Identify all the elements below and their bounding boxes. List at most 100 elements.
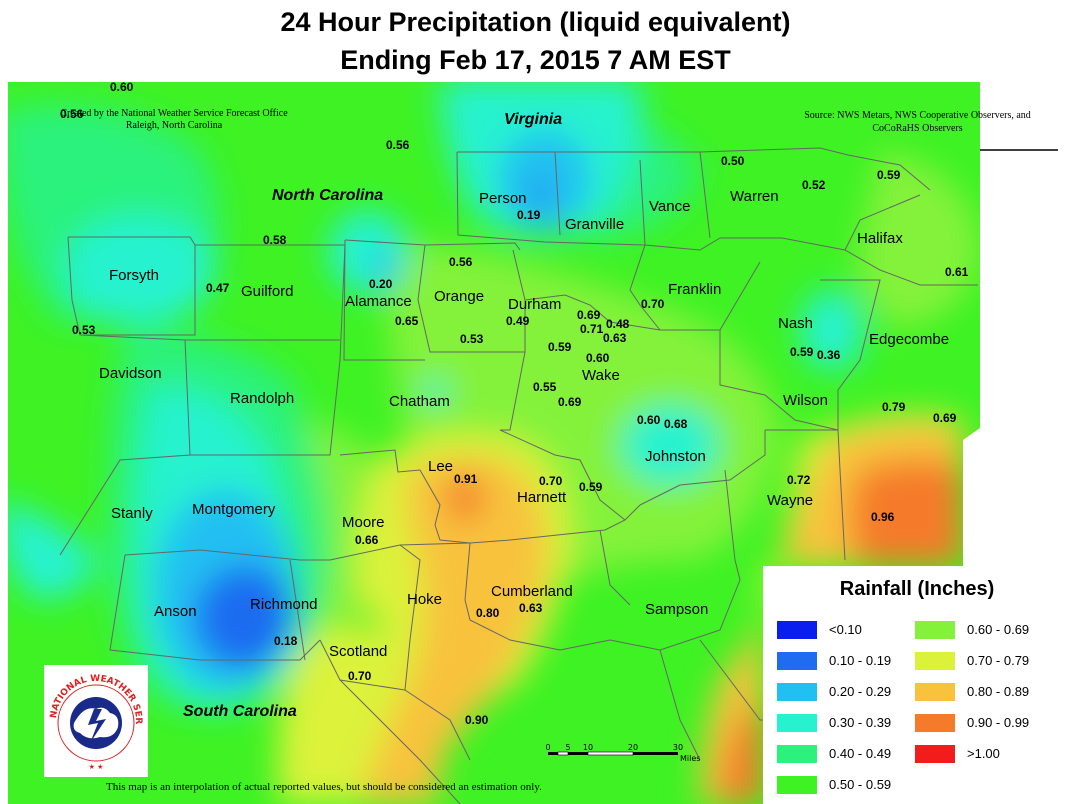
scale-tick: 10 [583, 743, 593, 752]
scale-tick: 0 [546, 743, 551, 752]
county-label: Montgomery [192, 501, 276, 518]
rain-value: 0.63 [519, 601, 543, 615]
county-label: Person [479, 190, 527, 207]
rain-value: 0.52 [802, 178, 826, 192]
rain-value: 0.69 [558, 395, 582, 409]
county-label: Durham [508, 296, 562, 313]
county-label: Hoke [407, 591, 443, 608]
scale-tick: 5 [565, 743, 570, 752]
legend-label: 0.20 - 0.29 [829, 684, 892, 699]
county-label: Moore [342, 514, 385, 531]
credit-text: Created by the National Weather Service … [60, 108, 288, 131]
rain-value: 0.60 [110, 80, 134, 94]
legend-swatch [777, 621, 817, 639]
legend-label: 0.70 - 0.79 [967, 653, 1030, 668]
map-title-line1: 24 Hour Precipitation (liquid equivalent… [280, 7, 791, 37]
county-label: Lee [428, 458, 454, 475]
county-label: Sampson [645, 601, 709, 618]
rain-value: 0.20 [369, 277, 393, 291]
county-label: Randolph [230, 390, 295, 407]
scale-bar: 0 5 10 20 30 Miles [545, 742, 706, 766]
scale-tick: 20 [628, 743, 638, 752]
rain-value: 0.55 [533, 380, 557, 394]
rainfall-shading [8, 82, 980, 804]
rain-value: 0.56 [449, 255, 473, 269]
county-label: Stanly [111, 505, 153, 522]
county-label: Franklin [668, 281, 722, 298]
rain-value: 0.80 [476, 606, 500, 620]
rain-value: 0.70 [539, 474, 563, 488]
county-label: Scotland [329, 643, 388, 660]
rain-value: 0.36 [817, 348, 841, 362]
county-label: Halifax [857, 230, 903, 247]
county-label: Davidson [99, 365, 162, 382]
county-label: Nash [778, 315, 814, 332]
rain-value: 0.48 [606, 317, 630, 331]
county-label: Chatham [389, 393, 450, 410]
rain-value: 0.47 [206, 281, 230, 295]
rain-value: 0.91 [454, 472, 478, 486]
rain-value: 0.60 [586, 351, 610, 365]
rain-value: 0.59 [877, 168, 901, 182]
state-label-south-carolina: South Carolina [183, 703, 297, 720]
legend-title: Rainfall (Inches) [839, 578, 995, 600]
rain-value: 0.59 [548, 340, 572, 354]
rain-value: 0.69 [577, 308, 601, 322]
legend: Rainfall (Inches) <0.10 0.10 - 0.19 0.20 -… [763, 566, 1071, 804]
county-label: Wilson [783, 392, 829, 409]
source-text: Source: NWS Metars, NWS Cooperative Obse… [804, 110, 1031, 134]
rain-value: 0.50 [721, 154, 745, 168]
legend-label: 0.90 - 0.99 [967, 715, 1030, 730]
legend-label: <0.10 [829, 622, 862, 637]
county-label: Anson [154, 603, 197, 620]
legend-swatch [915, 652, 955, 670]
legend-swatch [915, 745, 955, 763]
rain-value: 0.59 [790, 345, 814, 359]
rain-value: 0.49 [506, 314, 530, 328]
rain-value: 0.69 [933, 411, 957, 425]
county-label: Vance [649, 198, 691, 215]
county-label: Warren [730, 188, 779, 205]
svg-text:★ ★: ★ ★ [89, 763, 104, 771]
rain-value: 0.90 [465, 713, 489, 727]
legend-label: 0.40 - 0.49 [829, 746, 892, 761]
county-label: Edgecombe [869, 331, 950, 348]
county-label: Harnett [517, 489, 567, 506]
rain-value: 0.53 [72, 323, 96, 337]
nws-logo: NATIONAL WEATHER SERVICE ★ ★ [41, 658, 148, 777]
county-label: Cumberland [491, 583, 573, 600]
county-label: Forsyth [109, 267, 160, 284]
rain-value: 0.58 [263, 233, 287, 247]
scale-unit: Miles [680, 754, 700, 763]
rain-value: 0.18 [274, 634, 298, 648]
legend-swatch [915, 714, 955, 732]
state-label-virginia: Virginia [504, 111, 563, 128]
legend-swatch [777, 652, 817, 670]
legend-label: >1.00 [967, 746, 1000, 761]
legend-label: 0.10 - 0.19 [829, 653, 892, 668]
county-label: Alamance [345, 293, 412, 310]
rain-value: 0.53 [460, 332, 484, 346]
rain-value: 0.71 [580, 322, 604, 336]
legend-swatch [777, 683, 817, 701]
rain-value: 0.19 [517, 208, 541, 222]
county-label: Wake [582, 367, 620, 384]
rain-value: 0.56 [60, 107, 84, 121]
disclaimer-note: This map is an interpolation of actual r… [106, 781, 542, 793]
legend-swatch [777, 776, 817, 794]
rain-value: 0.66 [355, 533, 379, 547]
county-borders [59, 147, 978, 804]
rain-value: 0.96 [871, 510, 895, 524]
rain-value: 0.59 [579, 480, 603, 494]
rain-value: 0.61 [945, 265, 969, 279]
county-label: Wayne [767, 492, 814, 509]
rain-value: 0.56 [386, 138, 410, 152]
county-label: Orange [434, 288, 485, 305]
rain-value: 0.79 [882, 400, 906, 414]
county-label: Granville [565, 216, 625, 233]
rain-value: 0.70 [348, 669, 372, 683]
legend-swatch [777, 714, 817, 732]
map-title-line2: Ending Feb 17, 2015 7 AM EST [340, 45, 731, 75]
legend-label: 0.30 - 0.39 [829, 715, 892, 730]
county-label: Richmond [250, 596, 318, 613]
